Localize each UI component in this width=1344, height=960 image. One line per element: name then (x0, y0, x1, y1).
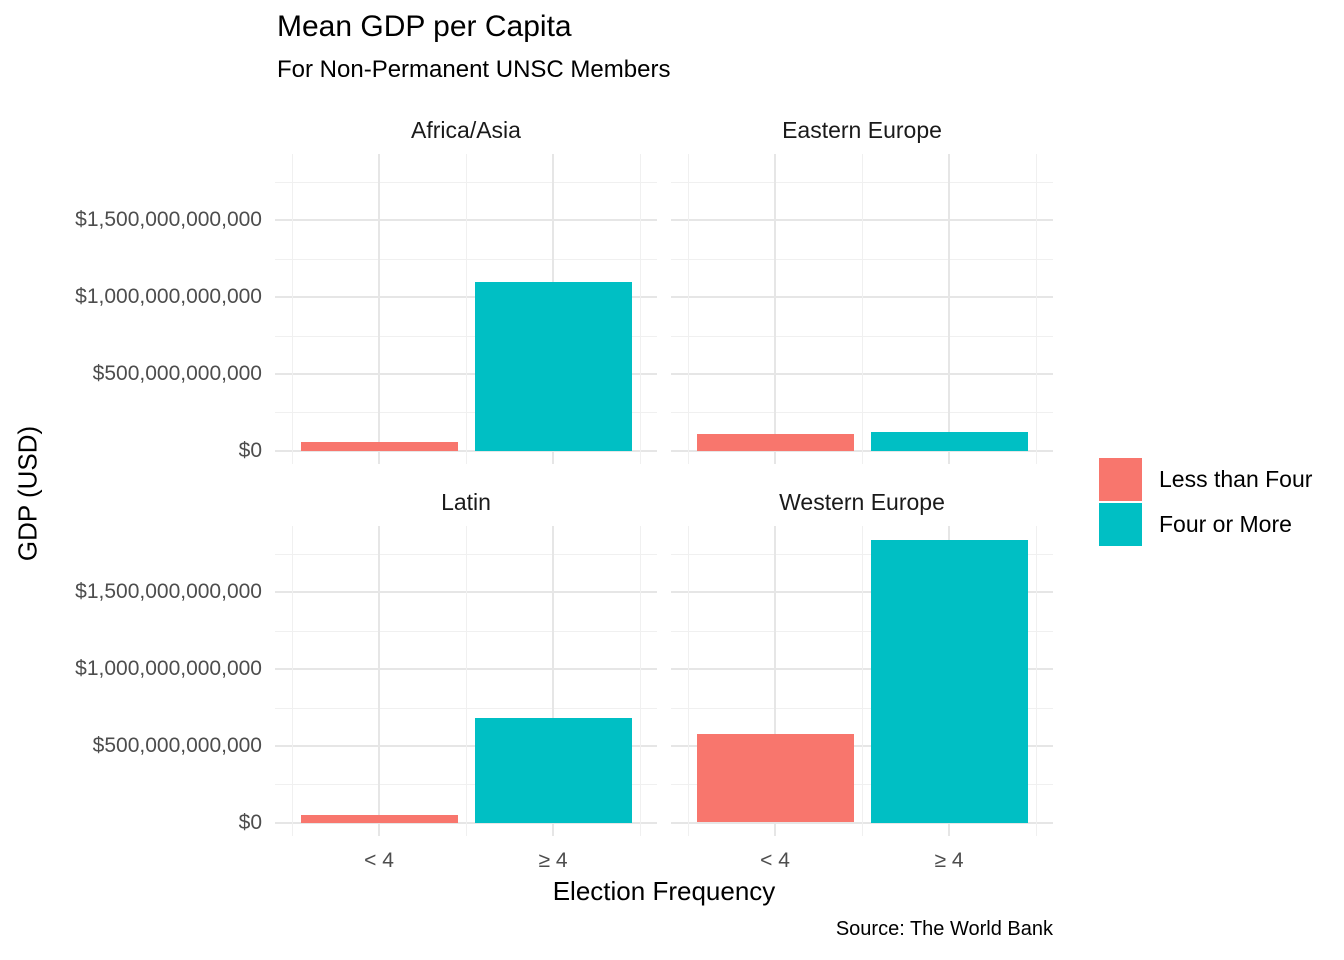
panel-latin (275, 526, 657, 836)
y-tick-label: $500,000,000,000 (92, 362, 262, 385)
gridline-minor-vertical (640, 154, 641, 464)
panel-western-europe (671, 526, 1053, 836)
legend-label: Four or More (1159, 511, 1292, 537)
bar-western-europe-ge4 (871, 540, 1028, 823)
y-tick-label: $1,500,000,000,000 (75, 208, 262, 231)
gridline-minor-vertical (292, 526, 293, 836)
legend-swatch-four-or-more (1099, 503, 1142, 546)
legend-item: Less than Four (1099, 458, 1344, 501)
facet-label: Eastern Europe (782, 117, 942, 143)
x-tick-label: ≥ 4 (538, 849, 568, 872)
y-tick-label: $1,000,000,000,000 (75, 285, 262, 308)
gridline-minor-vertical (1036, 154, 1037, 464)
chart-subtitle: For Non-Permanent UNSC Members (277, 56, 671, 83)
x-tick-label: ≥ 4 (934, 849, 964, 872)
gridline-minor-vertical (688, 526, 689, 836)
legend-swatch-less-than-four (1099, 458, 1142, 501)
bar-africa-asia-lt4 (301, 442, 458, 451)
gridline-minor-vertical (466, 526, 467, 836)
gridline-major-vertical (948, 154, 950, 464)
bar-africa-asia-ge4 (475, 282, 632, 451)
x-axis-title: Election Frequency (552, 876, 776, 906)
bar-eastern-europe-ge4 (871, 432, 1028, 451)
facet-label: Western Europe (779, 489, 945, 515)
facet-label: Africa/Asia (411, 117, 521, 143)
chart-title: Mean GDP per Capita (277, 10, 572, 43)
bar-western-europe-lt4 (697, 734, 854, 822)
x-tick-label: < 4 (760, 849, 790, 872)
legend-item: Four or More (1099, 503, 1344, 546)
gridline-minor-vertical (640, 526, 641, 836)
y-tick-label: $500,000,000,000 (92, 734, 262, 757)
gridline-minor-vertical (1036, 526, 1037, 836)
y-tick-label: $0 (238, 811, 262, 834)
bar-latin-ge4 (475, 718, 632, 823)
y-tick-label: $1,500,000,000,000 (75, 580, 262, 603)
gridline-major-vertical (774, 154, 776, 464)
legend-label: Less than Four (1159, 466, 1313, 492)
gridline-major-vertical (552, 526, 554, 836)
x-tick-label: < 4 (364, 849, 394, 872)
bar-latin-lt4 (301, 815, 458, 823)
panel-africa-asia (275, 154, 657, 464)
gridline-major-vertical (378, 526, 380, 836)
facet-label: Latin (441, 489, 491, 515)
gridline-minor-vertical (862, 526, 863, 836)
gridline-minor-vertical (688, 154, 689, 464)
gridline-major-vertical (378, 154, 380, 464)
gridline-major-vertical (774, 526, 776, 836)
gridline-minor-vertical (292, 154, 293, 464)
y-tick-label: $0 (238, 439, 262, 462)
source-caption: Source: The World Bank (835, 918, 1053, 940)
gridline-minor-vertical (466, 154, 467, 464)
gridline-minor-vertical (862, 154, 863, 464)
bar-eastern-europe-lt4 (697, 434, 854, 451)
panel-eastern-europe (671, 154, 1053, 464)
y-tick-label: $1,000,000,000,000 (75, 657, 262, 680)
